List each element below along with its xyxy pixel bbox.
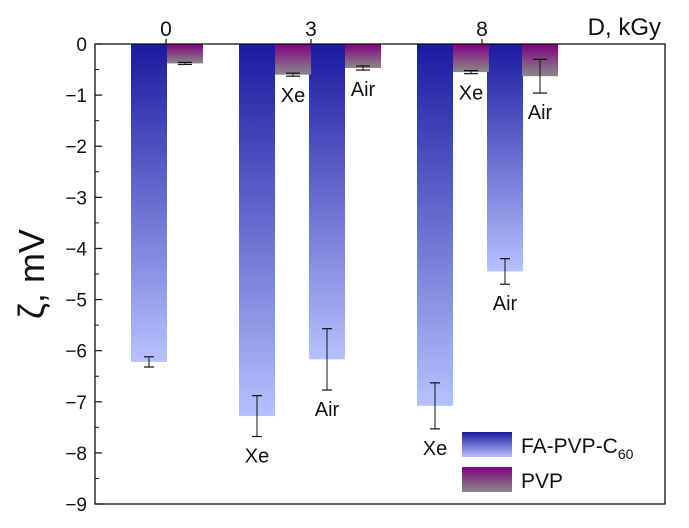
legend-swatch-pvp bbox=[462, 467, 512, 492]
bar-labels-layer: Xe Air Xe Air Xe Air Xe Air bbox=[245, 79, 553, 467]
legend-label-subscript: 60 bbox=[618, 446, 634, 462]
y-tick-label: −9 bbox=[65, 495, 87, 516]
legend: FA-PVP-C60 PVP bbox=[462, 432, 634, 493]
y-tick-label: −7 bbox=[65, 393, 87, 414]
y-tick-label: −8 bbox=[65, 444, 87, 465]
bar-pvp-3-air bbox=[345, 44, 381, 69]
legend-label-fa-pvp-c60: FA-PVP-C60 bbox=[521, 435, 634, 462]
bar-condition-label: Air bbox=[528, 102, 553, 124]
legend-label-fa-pvp-c60-main: FA-PVP-C bbox=[521, 435, 618, 458]
y-axis-title: ζ, mV bbox=[11, 229, 52, 319]
y-tick-label: 0 bbox=[76, 35, 87, 56]
bar-pvp-8-xe bbox=[453, 44, 489, 73]
y-tick-label: −4 bbox=[65, 239, 87, 260]
bar-fa-pvp-c60-3-air bbox=[309, 44, 345, 360]
bar-condition-label: Xe bbox=[281, 85, 305, 107]
bars-layer bbox=[131, 44, 558, 417]
top-axis-ticks: 0 3 8 bbox=[160, 18, 488, 44]
bar-pvp-0 bbox=[167, 44, 203, 64]
bar-fa-pvp-c60-8-air bbox=[487, 44, 523, 272]
y-tick-label: −5 bbox=[65, 291, 87, 312]
y-tick-label: −3 bbox=[65, 188, 87, 209]
bar-condition-label: Xe bbox=[423, 438, 447, 460]
dose-group-label: 3 bbox=[305, 18, 317, 41]
legend-label-pvp: PVP bbox=[521, 470, 563, 493]
bar-condition-label: Xe bbox=[245, 446, 269, 468]
y-tick-label: −6 bbox=[65, 342, 87, 363]
bar-fa-pvp-c60-0 bbox=[131, 44, 167, 362]
bar-condition-label: Air bbox=[351, 79, 376, 101]
bar-fa-pvp-c60-8-xe bbox=[417, 44, 453, 406]
error-bars-layer bbox=[144, 58, 547, 438]
legend-swatch-fa-pvp-c60 bbox=[462, 432, 512, 457]
y-axis-ticks: 0 −1 −2 −3 −4 −5 −6 −7 −8 −9 bbox=[65, 35, 102, 516]
bar-pvp-3-xe bbox=[275, 44, 311, 75]
y-tick-label: −2 bbox=[65, 137, 87, 158]
y-tick-label: −1 bbox=[65, 86, 87, 107]
bar-condition-label: Air bbox=[493, 293, 518, 315]
dose-group-label: 0 bbox=[160, 18, 172, 41]
bar-condition-label: Air bbox=[315, 399, 340, 421]
bar-condition-label: Xe bbox=[459, 83, 483, 105]
x-axis-title: D, kGy bbox=[588, 14, 661, 41]
bar-fa-pvp-c60-3-xe bbox=[239, 44, 275, 417]
dose-group-label: 8 bbox=[476, 18, 488, 41]
